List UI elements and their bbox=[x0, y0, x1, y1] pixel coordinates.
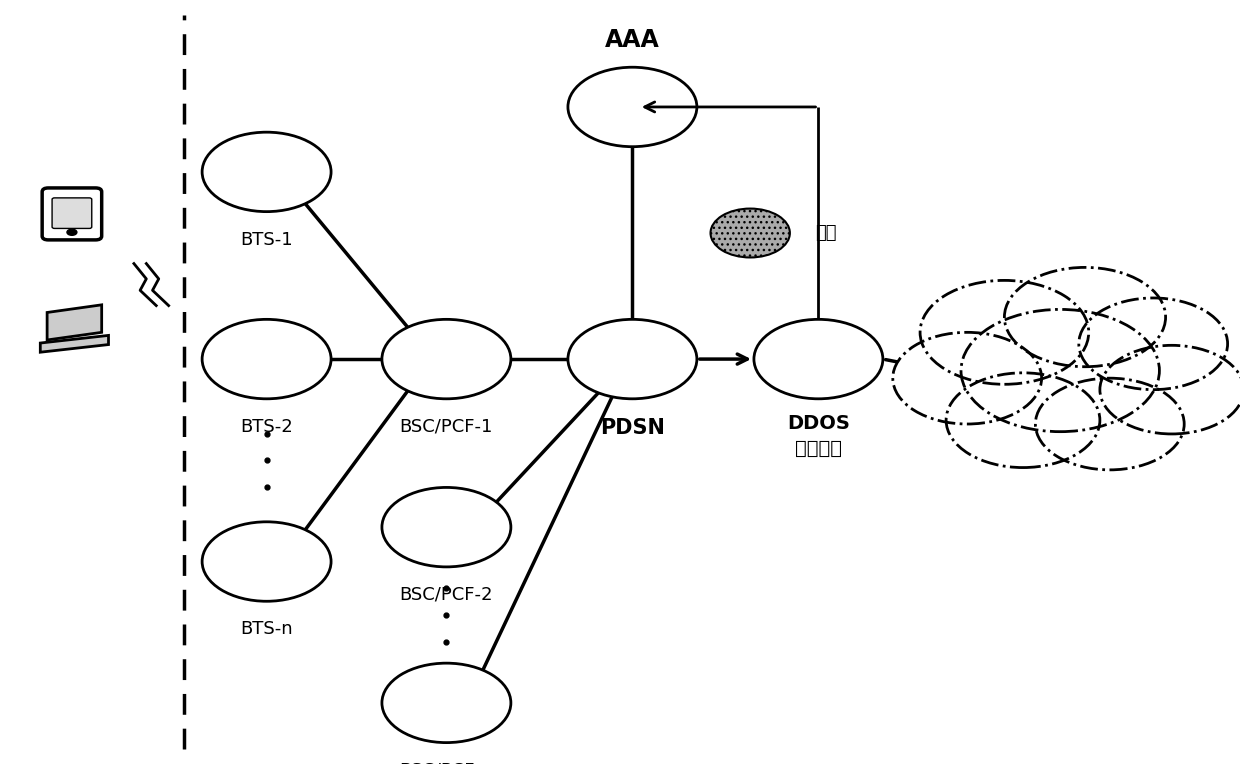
Text: BSC/PCF-1: BSC/PCF-1 bbox=[399, 418, 494, 436]
Circle shape bbox=[1004, 267, 1166, 367]
Text: BSC/PCF-n: BSC/PCF-n bbox=[399, 762, 494, 764]
Circle shape bbox=[893, 332, 1042, 424]
Circle shape bbox=[568, 319, 697, 399]
Circle shape bbox=[1079, 298, 1228, 390]
Circle shape bbox=[1100, 345, 1240, 434]
Text: Internet: Internet bbox=[1002, 352, 1143, 381]
Circle shape bbox=[382, 319, 511, 399]
Text: PDSN: PDSN bbox=[600, 418, 665, 438]
FancyBboxPatch shape bbox=[52, 198, 92, 228]
Text: DDOS
监测系统: DDOS 监测系统 bbox=[787, 414, 849, 458]
Polygon shape bbox=[40, 335, 109, 352]
Text: BSC/PCF-2: BSC/PCF-2 bbox=[399, 586, 494, 604]
Text: BTS-1: BTS-1 bbox=[241, 231, 293, 249]
Circle shape bbox=[202, 132, 331, 212]
Circle shape bbox=[382, 663, 511, 743]
Text: BTS-n: BTS-n bbox=[241, 620, 293, 639]
Circle shape bbox=[382, 487, 511, 567]
FancyBboxPatch shape bbox=[42, 188, 102, 240]
Circle shape bbox=[1035, 378, 1184, 470]
Circle shape bbox=[946, 373, 1100, 468]
Text: 联动: 联动 bbox=[815, 224, 836, 242]
Circle shape bbox=[754, 319, 883, 399]
Text: BTS-2: BTS-2 bbox=[241, 418, 293, 436]
Circle shape bbox=[961, 309, 1159, 432]
Circle shape bbox=[67, 229, 77, 235]
Circle shape bbox=[202, 522, 331, 601]
Polygon shape bbox=[47, 305, 102, 340]
Circle shape bbox=[568, 67, 697, 147]
Circle shape bbox=[920, 280, 1089, 384]
Text: AAA: AAA bbox=[605, 28, 660, 52]
Circle shape bbox=[711, 209, 790, 257]
Circle shape bbox=[202, 319, 331, 399]
